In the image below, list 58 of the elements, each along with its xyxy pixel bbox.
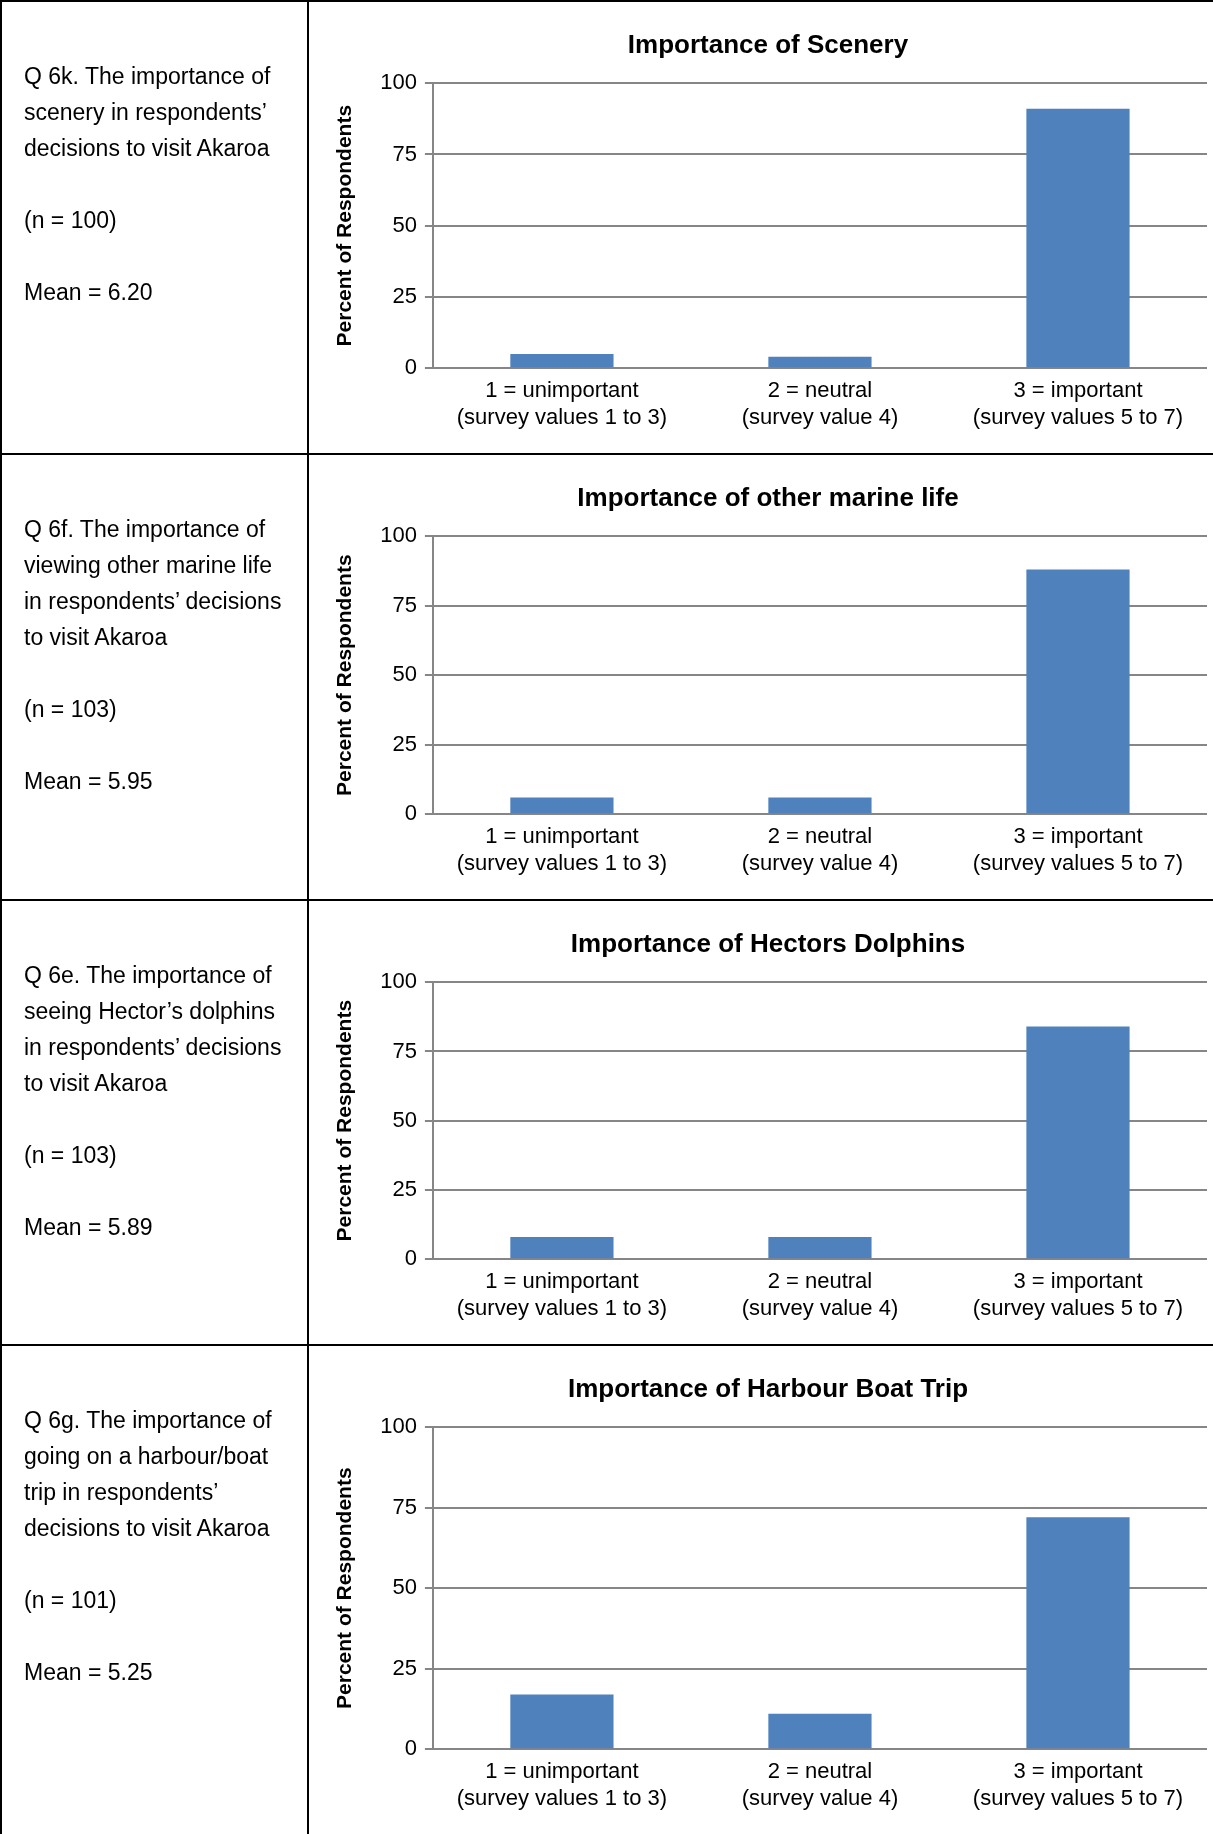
text: Q 6k. The importance of scenery in respondents’ decisions to visit Akaroa: [24, 62, 272, 163]
y-tick-label: 50: [392, 1574, 417, 1600]
y-tick-label: 100: [380, 522, 417, 548]
chart-title: Importance of Harbour Boat Trip: [567, 1372, 969, 1403]
y-tick-label: 75: [392, 140, 417, 166]
x-tick-label: 1 = unimportant (survey values 1 to 3): [456, 1268, 668, 1320]
y-tick-label: 75: [392, 1493, 417, 1519]
chart-title: Importance of Scenery: [627, 28, 909, 59]
bar: [1026, 1517, 1130, 1749]
bar: [510, 353, 614, 368]
text: (n = 101): [24, 1586, 118, 1615]
y-tick-label: 25: [392, 730, 417, 756]
x-tick-label: 2 = neutral (survey value 4): [741, 377, 899, 429]
chart-title: Importance of Hectors Dolphins: [570, 927, 966, 958]
text: Mean = 6.20: [24, 278, 154, 307]
x-tick-label: 3 = important (survey values 5 to 7): [972, 377, 1184, 429]
text: Q 6f. The importance of viewing other marine life in respondents’ decisions to visit Akaroa: [24, 515, 283, 652]
x-tick-label: 3 = important (survey values 5 to 7): [972, 1758, 1184, 1810]
y-tick-label: 25: [392, 1654, 417, 1680]
y-tick-label: 0: [404, 1245, 417, 1271]
y-tick-label: 50: [392, 1106, 417, 1132]
text: Mean = 5.95: [24, 767, 154, 796]
text: Mean = 5.25: [24, 1658, 154, 1687]
y-axis-title: Percent of Respondents: [332, 999, 356, 1242]
y-axis-title: Percent of Respondents: [332, 554, 356, 796]
y-tick-label: 100: [380, 968, 417, 994]
x-tick-label: 1 = unimportant (survey values 1 to 3): [456, 1758, 668, 1810]
x-tick-label: 2 = neutral (survey value 4): [741, 1268, 899, 1320]
x-tick-label: 3 = important (survey values 5 to 7): [972, 823, 1184, 875]
y-tick-label: 50: [392, 661, 417, 687]
y-axis-title: Percent of Respondents: [332, 1467, 356, 1709]
x-tick-label: 1 = unimportant (survey values 1 to 3): [456, 377, 668, 429]
y-tick-label: 0: [404, 800, 417, 826]
text: Q 6g. The importance of going on a harbour/boat trip in respondents’ decisions to visit Akaroa: [24, 1406, 273, 1543]
y-tick-label: 0: [404, 354, 417, 380]
text: Q 6e. The importance of seeing Hector’s dolphins in respondents’ decisions to visit Akaroa: [24, 961, 283, 1098]
x-tick-label: 2 = neutral (survey value 4): [741, 823, 899, 875]
y-tick-label: 25: [392, 283, 417, 309]
text: (n = 100): [24, 206, 118, 235]
bar: [510, 1694, 614, 1749]
bar: [768, 1713, 872, 1749]
x-tick-label: 1 = unimportant (survey values 1 to 3): [456, 823, 668, 875]
y-tick-label: 50: [392, 211, 417, 237]
y-tick-label: 75: [392, 591, 417, 617]
bar: [768, 356, 872, 368]
y-tick-label: 100: [380, 1413, 417, 1439]
y-tick-label: 0: [404, 1735, 417, 1761]
y-tick-label: 25: [392, 1176, 417, 1202]
x-tick-label: 2 = neutral (survey value 4): [741, 1758, 899, 1810]
bar: [1026, 108, 1130, 368]
x-tick-label: 3 = important (survey values 5 to 7): [972, 1268, 1184, 1320]
text: (n = 103): [24, 695, 118, 724]
chart-title: Importance of other marine life: [577, 481, 959, 512]
text: Mean = 5.89: [24, 1213, 154, 1242]
text: (n = 103): [24, 1141, 118, 1170]
y-tick-label: 75: [392, 1037, 417, 1063]
y-axis-title: Percent of Respondents: [332, 104, 356, 347]
y-tick-label: 100: [380, 69, 417, 95]
